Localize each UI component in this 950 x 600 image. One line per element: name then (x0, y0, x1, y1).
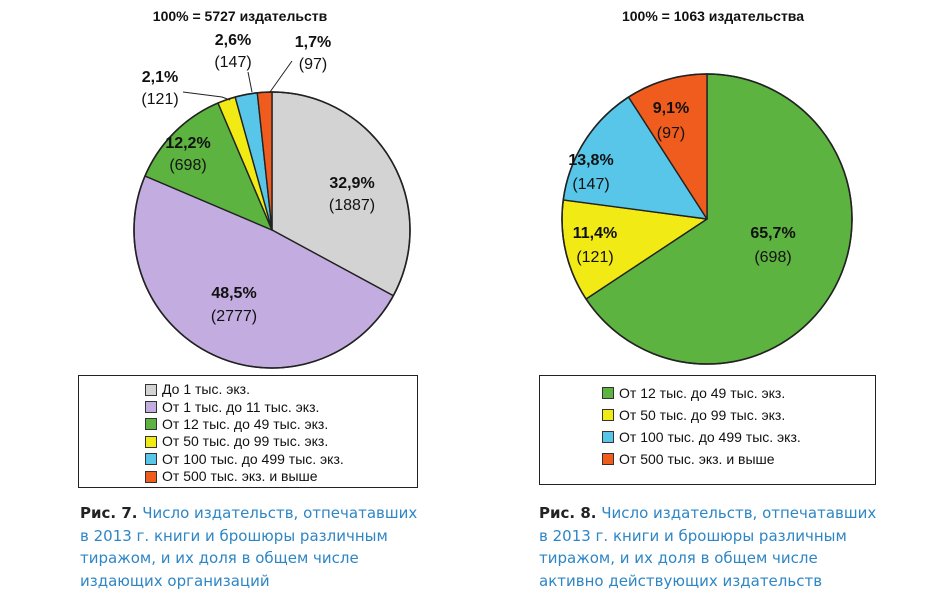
pie-chart-2: 65,7% (698) 11,4% (121) 13,8% (147) 9,1% (97) (561, 73, 853, 365)
slice-percent-label: 1,7% (295, 34, 331, 51)
chart-panel-1: 100% = 5727 издательств 32,9% (1887) 48,5%… (78, 8, 418, 592)
figure-caption-1: Рис. 7. Число издательств, отпечатавших … (80, 502, 417, 592)
legend-item: От 12 тыс. до 49 тыс. экз. (602, 382, 875, 404)
slice-count-label: (1887) (329, 197, 375, 214)
slice-count-label: (147) (214, 54, 251, 71)
caption-line: Рис. 8. Число издательств, отпечатавших (539, 502, 876, 525)
pie-chart-1: 32,9% (1887) 48,5% (2777) 12,2% (698) 2,1% (121… (133, 32, 411, 369)
slice-percent-label: 65,7% (750, 225, 795, 242)
caption-text: Число издательств, отпечатавших (142, 504, 418, 522)
legend-label: От 500 тыс. экз. и выше (162, 468, 318, 485)
legend-label: От 100 тыс. до 499 тыс. экз. (619, 428, 801, 445)
legend-label: До 1 тыс. экз. (162, 381, 250, 398)
legend-label: От 12 тыс. до 49 тыс. экз. (162, 415, 329, 432)
pie-outline (133, 91, 411, 369)
legend-item: От 12 тыс. до 49 тыс. экз. (145, 416, 417, 433)
slice-count-label: (698) (754, 249, 791, 266)
slice-count-label: (97) (299, 56, 327, 73)
slice-count-label: (121) (141, 91, 178, 108)
legend-swatch (602, 387, 614, 399)
legend-item: От 50 тыс. до 99 тыс. экз. (602, 404, 875, 426)
caption-line: тиражом, и их доля в общем числе (539, 549, 818, 567)
slice-percent-label: 2,6% (215, 32, 251, 49)
legend-swatch (145, 401, 157, 414)
legend-label: От 50 тыс. до 99 тыс. экз. (619, 406, 786, 423)
slice-percent-label: 12,2% (165, 135, 210, 152)
slice-percent-label: 11,4% (573, 225, 617, 242)
slice-percent-label: 2,1% (142, 69, 178, 86)
chart-panel-2: 100% = 1063 издательства 65,7% (698) 11,4%… (475, 0, 950, 600)
legend-swatch (602, 453, 614, 465)
label-leader-line (247, 71, 253, 93)
slice-count-label: (2777) (211, 308, 257, 325)
label-leader-line (269, 60, 293, 93)
slice-percent-label: 48,5% (211, 285, 256, 302)
legend-label: От 500 тыс. экз. и выше (619, 450, 775, 467)
legend-label: От 50 тыс. до 99 тыс. экз. (162, 433, 329, 450)
slice-count-label: (147) (572, 176, 609, 193)
slice-percent-label: 32,9% (329, 175, 374, 192)
chart-2-legend: От 12 тыс. до 49 тыс. экз. От 50 тыс. до… (539, 375, 876, 485)
chart-2-total-label: 100% = 1063 издательства (621, 8, 805, 24)
legend-swatch (145, 383, 157, 396)
caption-line: активно действующих издательств (539, 571, 823, 590)
slice-percent-label: 9,1% (653, 100, 689, 117)
caption-figure-label: Рис. 7. (80, 504, 138, 522)
pie-outline (561, 73, 853, 365)
caption-line: издающих организаций (80, 571, 270, 590)
caption-text: Число издательств, отпечатавших (601, 504, 877, 522)
chart-1-legend: До 1 тыс. экз. От 1 тыс. до 11 тыс. экз.… (78, 375, 418, 488)
slice-count-label: (121) (576, 249, 613, 266)
caption-line: в 2013 г. книги и брошюры различным (80, 526, 388, 545)
legend-item: От 500 тыс. экз. и выше (145, 468, 417, 485)
legend-swatch (145, 470, 157, 483)
legend-swatch (602, 409, 614, 421)
caption-line: тиражом, и их доля в общем числе (80, 549, 359, 567)
legend-item: От 100 тыс. до 499 тыс. экз. (602, 426, 875, 448)
legend-label: От 1 тыс. до 11 тыс. экз. (162, 398, 320, 415)
legend-label: От 12 тыс. до 49 тыс. экз. (619, 384, 786, 401)
legend-item: От 50 тыс. до 99 тыс. экз. (145, 433, 417, 450)
legend-item: До 1 тыс. экз. (145, 381, 417, 398)
legend-label: От 100 тыс. до 499 тыс. экз. (162, 450, 344, 467)
figure-caption-2: Рис. 8. Число издательств, отпечатавших … (539, 502, 876, 592)
chart-1-total-label: 100% = 5727 издательств (152, 8, 328, 24)
legend-item: От 1 тыс. до 11 тыс. экз. (145, 398, 417, 415)
caption-line: в 2013 г. книги и брошюры различным (539, 526, 847, 545)
legend-swatch (145, 418, 157, 431)
legend-item: От 500 тыс. экз. и выше (602, 448, 875, 470)
legend-swatch (602, 431, 614, 443)
caption-figure-label: Рис. 8. (539, 504, 597, 522)
slice-percent-label: 13,8% (568, 152, 613, 169)
slice-count-label: (97) (657, 125, 685, 142)
slice-count-label: (698) (169, 157, 206, 174)
legend-item: От 100 тыс. до 499 тыс. экз. (145, 451, 417, 468)
caption-line: Рис. 7. Число издательств, отпечатавших (80, 502, 417, 525)
label-leader-line (182, 91, 231, 101)
legend-swatch (145, 435, 157, 448)
legend-swatch (145, 453, 157, 466)
